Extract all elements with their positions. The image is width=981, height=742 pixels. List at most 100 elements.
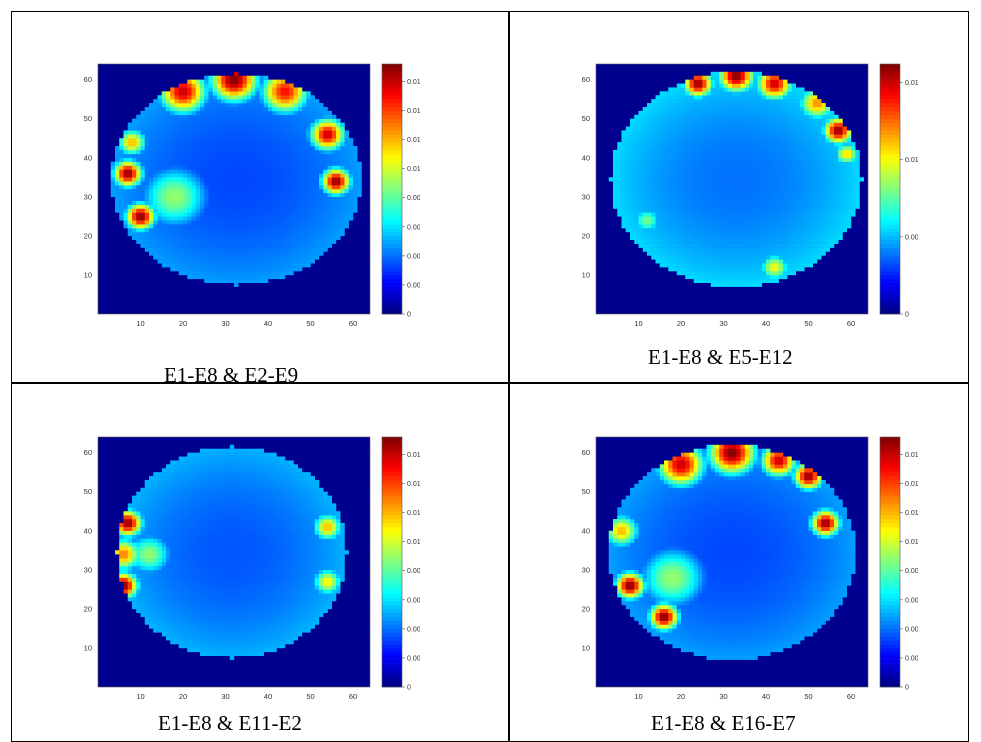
heatmap-cell bbox=[280, 122, 286, 127]
heatmap-cell bbox=[272, 118, 277, 123]
heatmap-cell bbox=[204, 192, 209, 198]
heatmap-cell bbox=[804, 235, 809, 241]
heatmap-cell bbox=[157, 138, 162, 143]
heatmap-cell bbox=[123, 149, 128, 155]
heatmap-panel-1: 10203040506010203040506000.0020.0040.006… bbox=[70, 60, 425, 340]
heatmap-cell bbox=[212, 263, 218, 268]
heatmap-cell bbox=[770, 228, 775, 233]
heatmap-cell bbox=[174, 103, 179, 108]
heatmap-cell bbox=[263, 235, 269, 241]
heatmap-cell bbox=[195, 103, 201, 108]
heatmap-cell bbox=[740, 208, 745, 213]
heatmap-cell bbox=[285, 165, 290, 170]
heatmap-cell bbox=[123, 204, 128, 209]
heatmap-cell bbox=[613, 200, 618, 205]
heatmap-cell bbox=[817, 192, 822, 198]
heatmap-cell bbox=[289, 165, 294, 170]
heatmap-cell bbox=[664, 122, 669, 127]
heatmap-cell bbox=[153, 118, 158, 123]
heatmap-cell bbox=[170, 165, 175, 170]
heatmap-cell bbox=[655, 200, 660, 205]
colorbar-segment bbox=[382, 157, 402, 162]
heatmap-cell bbox=[119, 196, 124, 201]
heatmap-cell bbox=[340, 122, 345, 127]
heatmap-cell bbox=[140, 204, 145, 209]
heatmap-cell bbox=[676, 263, 682, 268]
heatmap-cell bbox=[668, 231, 673, 237]
heatmap-cell bbox=[630, 181, 635, 186]
heatmap-cell bbox=[757, 255, 762, 260]
heatmap-cell bbox=[229, 149, 235, 155]
heatmap-cell bbox=[132, 216, 137, 221]
heatmap-cell bbox=[689, 106, 694, 112]
heatmap-cell bbox=[664, 130, 669, 135]
heatmap-cell bbox=[749, 212, 754, 217]
heatmap-cell bbox=[212, 247, 218, 252]
heatmap-cell bbox=[634, 157, 639, 162]
heatmap-cell bbox=[187, 165, 192, 170]
heatmap-cell bbox=[723, 79, 728, 84]
heatmap-cell bbox=[276, 134, 281, 139]
heatmap-cell bbox=[613, 157, 618, 162]
heatmap-cell bbox=[319, 228, 324, 233]
heatmap-cell bbox=[757, 91, 762, 96]
heatmap-cell bbox=[127, 146, 133, 151]
heatmap-cell bbox=[664, 118, 669, 123]
heatmap-cell bbox=[791, 91, 796, 96]
heatmap-cell bbox=[681, 126, 686, 131]
heatmap-cell bbox=[706, 235, 711, 241]
heatmap-cell bbox=[238, 157, 243, 162]
heatmap-cell bbox=[242, 267, 247, 272]
heatmap-cell bbox=[229, 231, 235, 237]
heatmap-cell bbox=[272, 251, 277, 256]
heatmap-cell bbox=[727, 110, 733, 116]
heatmap-cell bbox=[625, 208, 631, 213]
heatmap-cell bbox=[757, 181, 762, 186]
colorbar-segment bbox=[382, 216, 402, 221]
heatmap-cell bbox=[289, 231, 294, 237]
heatmap-cell bbox=[323, 106, 328, 112]
heatmap-cell bbox=[732, 91, 737, 96]
heatmap-cell bbox=[200, 87, 205, 92]
heatmap-cell bbox=[174, 114, 179, 119]
heatmap-cell bbox=[340, 142, 345, 147]
colorbar-segment bbox=[382, 235, 402, 241]
heatmap-cell bbox=[753, 274, 758, 280]
heatmap-cell bbox=[161, 106, 167, 112]
heatmap-cell bbox=[710, 122, 716, 127]
heatmap-cell bbox=[774, 274, 779, 280]
heatmap-cell bbox=[229, 255, 235, 260]
heatmap-cell bbox=[204, 189, 209, 194]
heatmap-cell bbox=[706, 228, 711, 233]
heatmap-cell bbox=[297, 251, 303, 256]
heatmap-cell bbox=[732, 282, 737, 287]
heatmap-cell bbox=[668, 259, 673, 264]
heatmap-cell bbox=[625, 165, 631, 170]
heatmap-cell bbox=[272, 103, 277, 108]
heatmap-cell bbox=[263, 243, 269, 248]
heatmap-cell bbox=[255, 251, 260, 256]
heatmap-cell bbox=[630, 231, 635, 237]
heatmap-cell bbox=[255, 271, 260, 276]
heatmap-cell bbox=[698, 95, 703, 100]
heatmap-cell bbox=[664, 185, 669, 190]
heatmap-cell bbox=[191, 173, 196, 178]
heatmap-cell bbox=[630, 185, 635, 190]
heatmap-cell bbox=[732, 274, 737, 280]
heatmap-cell bbox=[310, 122, 315, 127]
heatmap-cell bbox=[710, 220, 716, 225]
heatmap-cell bbox=[800, 95, 805, 100]
heatmap-cell bbox=[153, 216, 158, 221]
heatmap-cell bbox=[123, 200, 128, 205]
heatmap-cell bbox=[242, 153, 247, 158]
heatmap-cell bbox=[242, 83, 247, 88]
heatmap-cell bbox=[698, 224, 703, 229]
heatmap-cell bbox=[766, 243, 771, 248]
heatmap-cell bbox=[251, 87, 256, 92]
heatmap-cell bbox=[821, 196, 826, 201]
heatmap-cell bbox=[778, 204, 784, 209]
heatmap-cell bbox=[191, 99, 196, 104]
heatmap-cell bbox=[770, 142, 775, 147]
heatmap-cell bbox=[268, 165, 273, 170]
heatmap-cell bbox=[647, 122, 652, 127]
